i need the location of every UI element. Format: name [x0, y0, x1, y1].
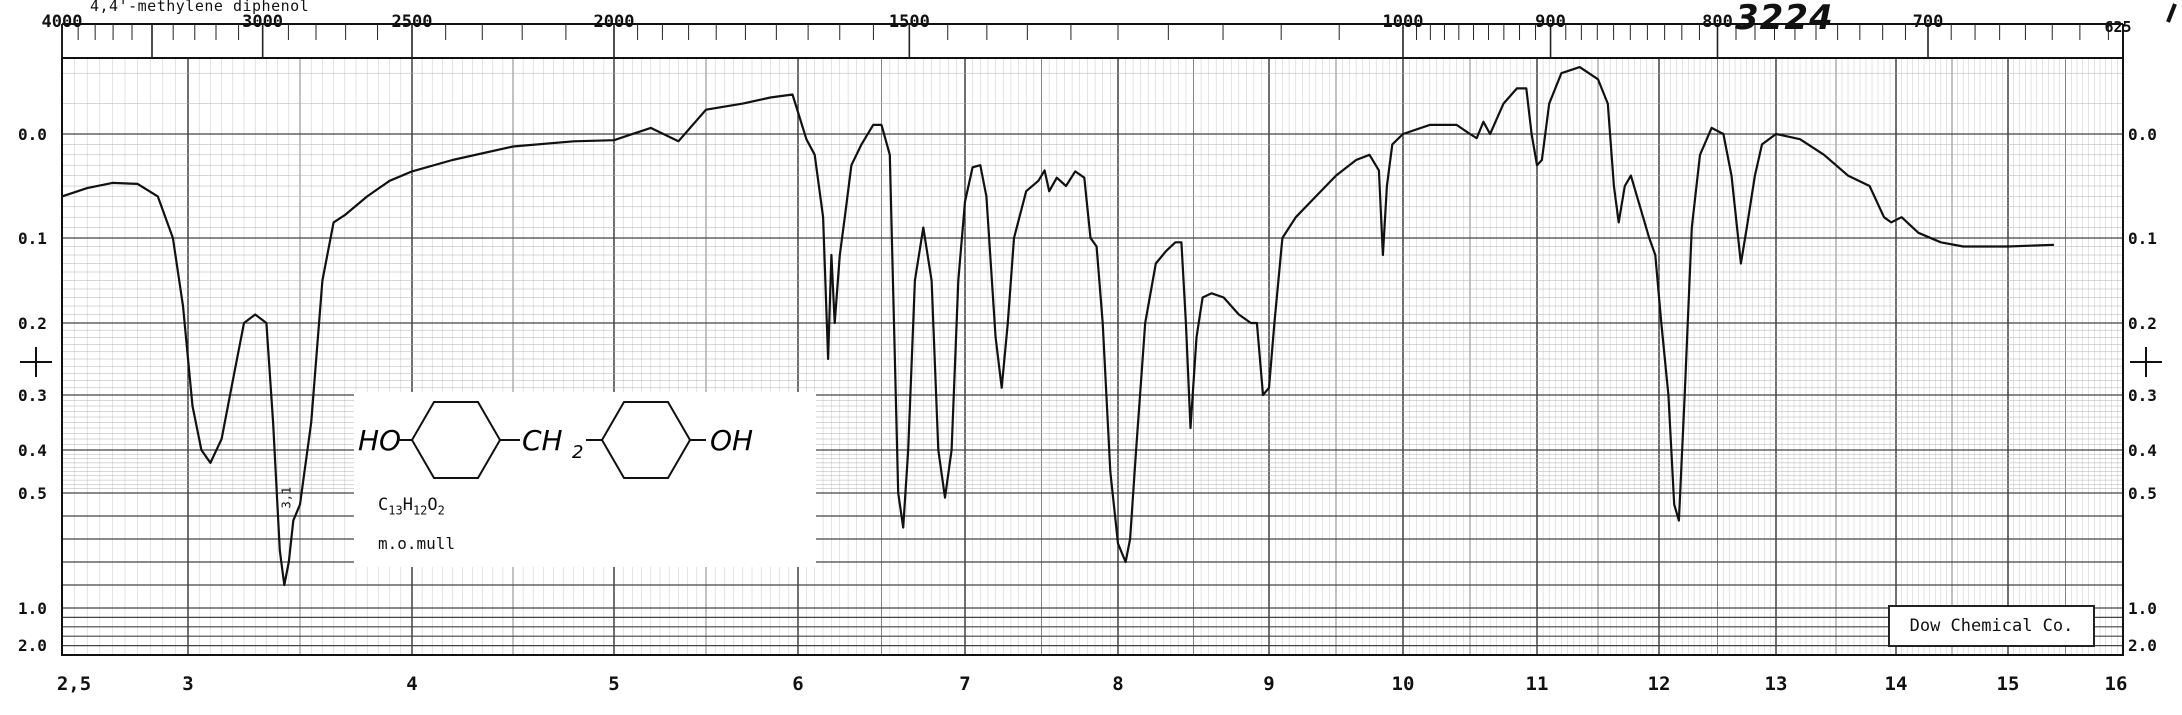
- absorbance-tick-label-left: 0.4: [18, 441, 47, 460]
- molecular-formula: C13H12O2: [378, 495, 445, 518]
- absorbance-tick-label-left: 0.5: [18, 484, 47, 503]
- structure-drawing: HO CH 2 OH: [358, 401, 753, 479]
- methylene-bridge-label: CH: [522, 424, 563, 457]
- wavenumber-tick-label: 1500: [888, 12, 930, 32]
- wavelength-tick-label: 9: [1263, 673, 1275, 695]
- wavenumber-tick-label: 3000: [242, 12, 284, 32]
- hydroxyl-left-label: HO: [358, 424, 401, 457]
- absorbance-tick-label-left: 2.0: [18, 636, 47, 655]
- spectrum-serial-number: 3224: [1735, 0, 1834, 38]
- wavenumber-tick-label: 900: [1535, 12, 1566, 32]
- wavelength-tick-label: 4: [406, 673, 418, 695]
- methylene-subscript: 2: [572, 442, 583, 463]
- absorbance-tick-label-left: 0.1: [18, 229, 47, 248]
- wavenumber-tick-label: 1000: [1382, 12, 1424, 32]
- absorbance-tick-label-right: 1.0: [2128, 599, 2157, 618]
- wavenumber-tick-label: 625: [2104, 18, 2132, 36]
- wavelength-tick-label: 7: [959, 673, 971, 695]
- hydroxyl-right-label: OH: [710, 424, 753, 457]
- wavelength-tick-label: 15: [1996, 673, 2020, 695]
- wavenumber-tick-label: 2500: [391, 12, 433, 32]
- wavelength-tick-label: 16: [2104, 673, 2128, 695]
- wavenumber-tick-label: 700: [1912, 12, 1944, 32]
- wavelength-tick-label: 6: [792, 673, 804, 695]
- absorbance-tick-label-right: 0.5: [2128, 484, 2157, 503]
- wavenumber-tick-label: 800: [1702, 12, 1733, 32]
- absorbance-trace: [61, 65, 2055, 587]
- benzene-ring-left: [410, 401, 502, 479]
- absorbance-tick-label-right: 2.0: [2128, 636, 2157, 655]
- source-credit: Dow Chemical Co.: [1888, 605, 2095, 647]
- wavelength-tick-label: 2,5: [56, 673, 92, 695]
- corner-mark: [2166, 3, 2177, 23]
- absorbance-tick-label-left: 1.0: [18, 599, 47, 618]
- wavenumber-tick-label: 4000: [41, 12, 83, 32]
- wavelength-tick-label: 12: [1647, 673, 1671, 695]
- absorbance-tick-label-left: 0.3: [18, 386, 47, 405]
- sample-medium: m.o.mull: [378, 534, 456, 553]
- benzene-ring-right: [600, 401, 692, 479]
- wavenumber-tick-label: 2000: [593, 12, 635, 32]
- plot-frame: [61, 57, 2124, 656]
- wavelength-tick-label: 8: [1112, 673, 1124, 695]
- absorbance-tick-label-left: 0.0: [18, 125, 47, 144]
- chart-title: 4,4'-methylene diphenol: [90, 0, 310, 15]
- wavelength-tick-label: 10: [1391, 673, 1415, 695]
- absorbance-tick-label-right: 0.1: [2128, 229, 2157, 248]
- peak-label: 3,1: [280, 487, 294, 509]
- absorbance-tick-label-right: 0.3: [2128, 386, 2157, 405]
- wavelength-tick-label: 3: [182, 673, 194, 695]
- wavelength-tick-label: 14: [1884, 673, 1908, 695]
- absorbance-tick-label-right: 0.2: [2128, 314, 2157, 333]
- wavelength-tick-label: 5: [608, 673, 620, 695]
- absorbance-tick-label-right: 0.0: [2128, 125, 2157, 144]
- absorbance-tick-label-left: 0.2: [18, 314, 47, 333]
- structure-panel: HO CH 2 OH: [354, 392, 816, 567]
- wavelength-tick-label: 11: [1525, 673, 1549, 695]
- absorbance-tick-label-right: 0.4: [2128, 441, 2157, 460]
- wavelength-tick-label: 13: [1764, 673, 1788, 695]
